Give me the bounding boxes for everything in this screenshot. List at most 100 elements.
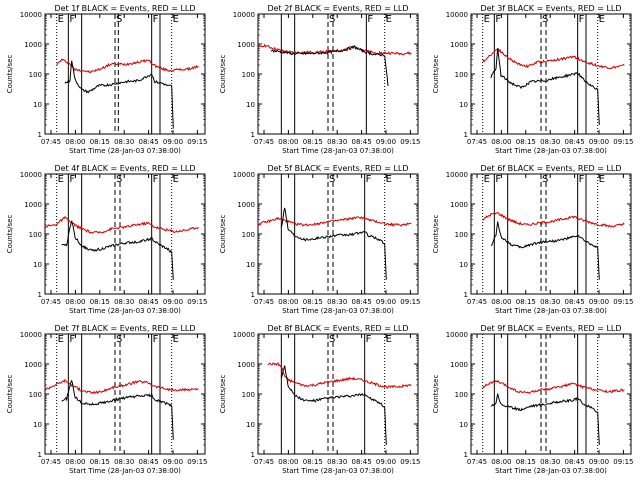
event-marker-label: S (329, 334, 335, 345)
x-tick-label: 08:45 (139, 298, 159, 306)
panel-title: Det 4f BLACK = Events, RED = LLD (54, 164, 195, 173)
detector-panel-8: Det 8f BLACK = Events, RED = LLD 1 10 100 10… (219, 324, 420, 475)
y-tick-label: 10 (246, 421, 255, 429)
y-tick-label: 1000 (450, 361, 468, 369)
x-tick-label: 08:00 (491, 298, 511, 306)
events-series-line (64, 60, 174, 129)
lld-series-line (44, 216, 199, 234)
event-marker-label: F (366, 334, 372, 345)
x-tick-label: 08:15 (90, 458, 110, 466)
x-tick-label: 09:15 (613, 138, 633, 146)
y-tick-label: 10 (33, 101, 42, 109)
x-tick-label: 08:00 (65, 298, 85, 306)
y-tick-label: 1 (464, 451, 468, 459)
x-tick-label: 08:15 (303, 298, 323, 306)
y-tick-label: 10 (33, 261, 42, 269)
x-axis-label: Start Time (28-Jan-03 07:38:00) (282, 307, 394, 315)
y-tick-label: 100 (455, 71, 468, 79)
y-axis-label: Counts/sec (6, 375, 14, 414)
y-tick-label: 10000 (20, 11, 42, 19)
y-tick-label: 1 (38, 131, 42, 139)
plot-frame (44, 13, 206, 135)
y-tick-label: 100 (29, 231, 42, 239)
y-tick-label: 10000 (20, 171, 42, 179)
event-marker-label: E (386, 334, 392, 345)
x-tick-label: 07:45 (467, 458, 487, 466)
x-tick-label: 08:15 (90, 138, 110, 146)
lld-series-line (482, 48, 625, 70)
event-marker-label: E (173, 14, 179, 25)
event-marker-label: E (173, 334, 179, 345)
event-marker-label: S (329, 14, 335, 25)
y-tick-label: 1000 (237, 41, 255, 49)
detector-panel-3: Det 3f BLACK = Events, RED = LLD 1 10 100 10… (432, 4, 633, 155)
y-axis-label: Counts/sec (6, 55, 14, 94)
x-tick-label: 08:00 (278, 138, 298, 146)
x-tick-label: 08:45 (565, 138, 585, 146)
plot-frame (257, 13, 419, 135)
panel-title: Det 6f BLACK = Events, RED = LLD (480, 164, 621, 173)
x-axis-label: Start Time (28-Jan-03 07:38:00) (282, 147, 394, 155)
x-tick-label: 09:00 (376, 458, 396, 466)
y-tick-label: 10 (459, 261, 468, 269)
x-axis-label: Start Time (28-Jan-03 07:38:00) (495, 467, 607, 475)
x-tick-label: 09:15 (187, 298, 207, 306)
x-tick-label: 09:15 (187, 138, 207, 146)
x-tick-label: 08:15 (516, 138, 536, 146)
x-tick-label: 08:15 (516, 298, 536, 306)
x-tick-label: 09:15 (400, 298, 420, 306)
event-marker-label: F (579, 174, 585, 185)
y-tick-label: 100 (455, 391, 468, 399)
x-tick-label: 08:00 (65, 458, 85, 466)
y-axis-label: Counts/sec (219, 215, 227, 254)
detector-panel-1: Det 1f BLACK = Events, RED = LLD 1 10 100 10… (6, 4, 207, 155)
event-marker-label: F (153, 334, 159, 345)
x-tick-label: 08:30 (540, 458, 560, 466)
y-tick-label: 1000 (237, 201, 255, 209)
event-marker-label: E (484, 174, 490, 185)
y-tick-label: 10000 (233, 11, 255, 19)
event-marker-label: S (542, 14, 548, 25)
y-axis-label: Counts/sec (432, 375, 440, 414)
panel-title: Det 7f BLACK = Events, RED = LLD (54, 324, 195, 333)
x-tick-label: 09:15 (400, 458, 420, 466)
y-tick-label: 10 (246, 101, 255, 109)
x-tick-label: 08:15 (516, 458, 536, 466)
x-tick-label: 07:45 (254, 458, 274, 466)
y-tick-label: 10000 (233, 171, 255, 179)
x-tick-label: 08:00 (278, 298, 298, 306)
y-tick-label: 1000 (450, 201, 468, 209)
event-marker-label: S (116, 334, 122, 345)
x-tick-label: 08:15 (303, 138, 323, 146)
panel-title: Det 9f BLACK = Events, RED = LLD (480, 324, 621, 333)
event-marker-label: E (58, 334, 64, 345)
y-tick-label: 1000 (237, 361, 255, 369)
y-axis-label: Counts/sec (432, 55, 440, 94)
plot-frame (470, 173, 632, 295)
x-tick-label: 07:45 (467, 138, 487, 146)
event-marker-label: F (153, 14, 159, 25)
x-tick-label: 09:00 (163, 138, 183, 146)
event-marker-label: E (58, 14, 64, 25)
y-tick-label: 10 (33, 421, 42, 429)
y-tick-label: 100 (242, 391, 255, 399)
x-tick-label: 08:00 (65, 138, 85, 146)
x-tick-label: 08:30 (114, 458, 134, 466)
lld-series-line (257, 216, 412, 228)
y-tick-label: 100 (29, 71, 42, 79)
plot-frame (257, 333, 419, 455)
event-marker-label: E (173, 174, 179, 185)
events-series-line (280, 365, 387, 446)
event-marker-label: F (367, 14, 373, 25)
plot-frame (470, 13, 632, 135)
x-tick-label: 08:00 (491, 458, 511, 466)
event-marker-label: E (58, 174, 64, 185)
x-tick-label: 08:30 (327, 458, 347, 466)
x-tick-label: 09:15 (400, 138, 420, 146)
x-tick-label: 08:30 (114, 298, 134, 306)
lld-series-line (56, 58, 199, 74)
event-marker-label: F (69, 14, 75, 25)
x-axis-label: Start Time (28-Jan-03 07:38:00) (495, 307, 607, 315)
detector-panel-4: Det 4f BLACK = Events, RED = LLD 1 10 100 10… (6, 164, 207, 315)
x-tick-label: 09:00 (589, 298, 609, 306)
